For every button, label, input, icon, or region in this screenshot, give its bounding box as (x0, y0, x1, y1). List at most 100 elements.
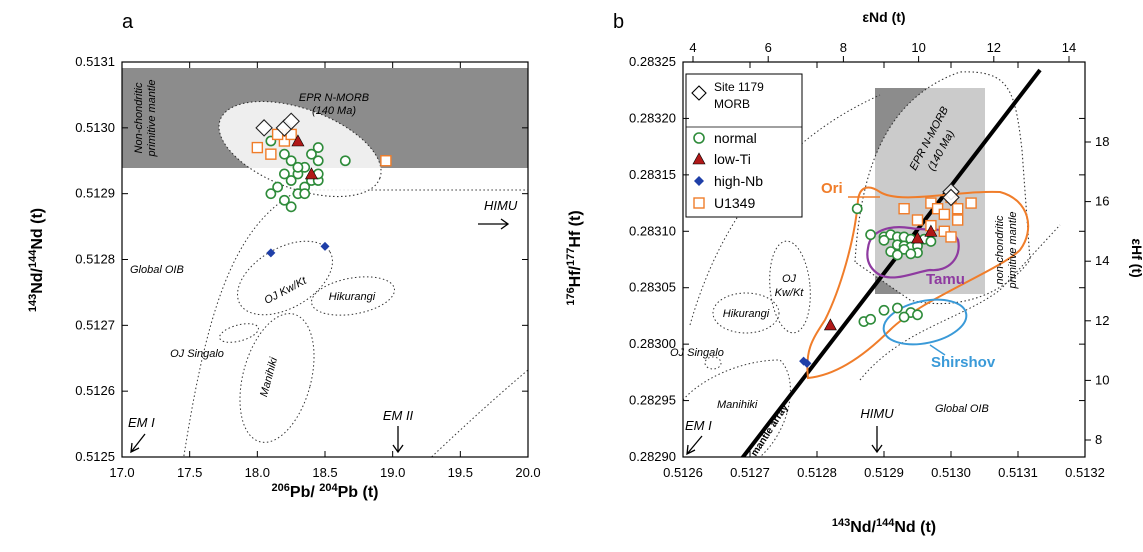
right-tick-label: 12 (1095, 313, 1109, 328)
normal-point (278, 148, 290, 160)
right-tick-label: 18 (1095, 134, 1109, 149)
normal-point (912, 309, 923, 321)
right-tick-label: 16 (1095, 194, 1109, 209)
hikurangi-label: Hikurangi (329, 291, 376, 303)
panel-b-ylabel: 176Hf/177Hf (t) (565, 210, 584, 305)
y-tick-label: 0.5130 (75, 120, 115, 135)
site1179-point (255, 119, 273, 137)
y-tick-label: 0.5125 (75, 449, 115, 464)
site1179-point (282, 112, 300, 131)
legend-lowti-symbol (692, 152, 706, 165)
panel-b-label: b (613, 11, 624, 33)
x-tick-label: 20.0 (515, 465, 540, 480)
x-tick-label: 0.5130 (931, 465, 971, 480)
y-tick-label: 0.28295 (629, 393, 676, 408)
legend-u1349-symbol (693, 197, 705, 209)
panel-a-ylabel: 143Nd/144Nd (t) (27, 208, 46, 312)
mantle-array-line (740, 68, 1042, 457)
legend-box (685, 73, 803, 218)
x-tick-label: 0.5128 (797, 465, 837, 480)
legend-site-line1: Site 1179 (714, 80, 764, 94)
panel-a-axes: 17.0 17.5 18.0 18.5 19.0 19.5 20.0 0.5125 0.5126… (75, 54, 540, 480)
lowti-point (823, 318, 837, 331)
normal-point (299, 188, 311, 200)
nonchondritic-label-1: Non-chondritic (133, 82, 145, 153)
y-tick-label: 0.5129 (75, 186, 115, 201)
global-oib-label: Global OIB (130, 264, 184, 276)
y-tick-label: 0.28305 (629, 280, 676, 295)
right-tick-label: 14 (1095, 253, 1109, 268)
oj-singalo-field (704, 356, 722, 370)
manihiki-label: Manihiki (258, 356, 280, 399)
x-tick-label: 19.5 (448, 465, 473, 480)
x-tick-label: 19.0 (380, 465, 405, 480)
x-tick-label: 17.5 (177, 465, 202, 480)
y-tick-label: 0.28315 (629, 167, 676, 182)
himu-arrow (478, 218, 510, 230)
normal-point (312, 155, 324, 167)
site1179-point (942, 188, 960, 207)
normal-point (278, 194, 290, 206)
panel-a: a EPR N-MORB (140 Ma) Non-chondritic pri… (27, 11, 541, 501)
panel-a-xlabel: 206Pb/ 204Pb (t) (272, 482, 379, 501)
manihiki-label-b: Manihiki (717, 399, 758, 411)
normal-point (898, 311, 910, 323)
u1349-point (380, 155, 392, 167)
hikurangi-label-b: Hikurangi (723, 308, 770, 320)
shirshov-leader (929, 344, 946, 356)
y-tick-label: 0.5127 (75, 317, 115, 332)
normal-point (306, 148, 317, 160)
shirshov-ellipse (882, 298, 968, 346)
panel-a-label: a (122, 11, 134, 33)
legend-u1349-label: U1349 (714, 195, 755, 211)
u1349-point (898, 203, 910, 215)
x-tick-label: 0.5131 (998, 465, 1038, 480)
legend: Site 1179 MORB normal low-Ti high-Nb U13… (685, 73, 803, 218)
top-tick-label: 10 (911, 40, 925, 55)
lowti-point (910, 231, 925, 244)
right-tick-label: 10 (1095, 372, 1109, 387)
global-oib-outline-right (430, 369, 528, 457)
panel-b: b (565, 9, 1143, 536)
normal-point (865, 229, 876, 241)
normal-point (878, 304, 890, 316)
normal-point (905, 248, 917, 260)
legend-lowti-label: low-Ti (714, 151, 751, 167)
nonchondritic-label-b2: primitive mantle (1007, 211, 1019, 289)
tamu-outline (866, 226, 960, 279)
y-tick-label: 0.5126 (75, 383, 115, 398)
manihiki-ellipse (239, 313, 315, 443)
oj-singalo-label-b: OJ Singalo (670, 347, 724, 359)
normal-point (339, 155, 351, 167)
normal-point (285, 175, 297, 186)
nonchondritic-label-b1: non-chondritic (994, 215, 1006, 285)
right-tick-label: 8 (1095, 432, 1102, 447)
lowti-point (304, 167, 318, 180)
oj-kw-field (769, 240, 811, 334)
u1349-point (938, 208, 950, 221)
shirshov-label: Shirshov (931, 354, 996, 371)
legend-normal-symbol (693, 132, 705, 144)
oj-kw-label: OJ Kw/Kt (262, 274, 309, 307)
x-tick-label: 0.5127 (730, 465, 770, 480)
u1349-point (945, 231, 957, 243)
himu-label-b: HIMU (860, 406, 894, 421)
top-tick-label: 12 (987, 40, 1001, 55)
tamu-label: Tamu (926, 271, 965, 288)
normal-point (851, 203, 863, 215)
normal-point (278, 168, 290, 180)
u1349-point (251, 141, 264, 154)
hikurangi-ellipse (311, 276, 395, 316)
nonchondritic-label-2: primitive mantle (146, 79, 158, 157)
lowti-point (924, 224, 938, 237)
oj-kw-ellipse (237, 240, 333, 316)
panel-a-marks (251, 112, 392, 258)
hikurangi-field (712, 292, 780, 334)
y-tick-label: 0.28310 (629, 223, 676, 238)
highnb-point (266, 248, 276, 258)
em1-arrow (130, 433, 146, 454)
u1349-point (952, 203, 964, 215)
ori-label: Ori (821, 180, 843, 197)
oj-kw-label-b1: OJ (782, 273, 797, 285)
